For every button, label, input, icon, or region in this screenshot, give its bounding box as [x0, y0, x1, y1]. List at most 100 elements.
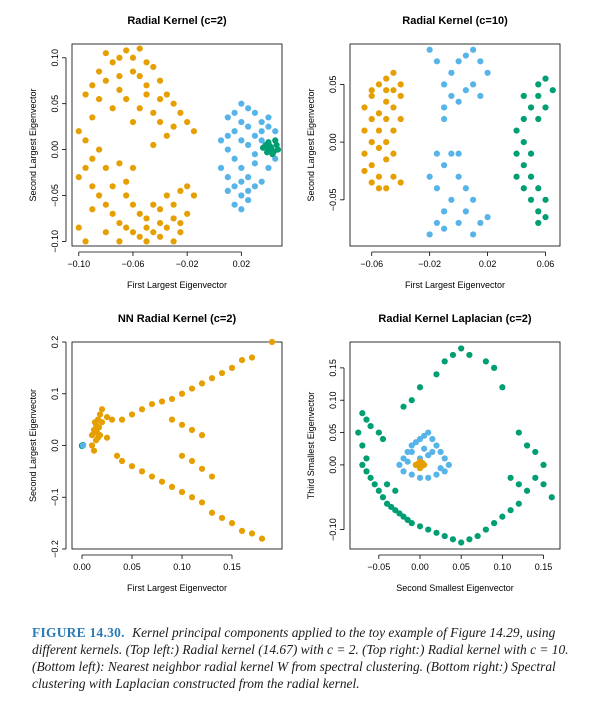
scatter-point-orange: [390, 104, 397, 111]
scatter-point-orange: [156, 77, 164, 84]
scatter-point-green: [540, 481, 547, 488]
x-tick-label: −0.06: [122, 259, 145, 269]
chart-title: Radial Kernel (c=10): [402, 15, 508, 27]
plot-frame: [71, 341, 283, 550]
scatter-point-blue: [251, 183, 259, 190]
scatter-point-orange: [143, 215, 150, 222]
plot-frame: [349, 43, 561, 247]
scatter-point-blue: [433, 185, 440, 192]
scatter-point-orange: [91, 419, 99, 426]
scatter-point-orange: [218, 369, 226, 377]
scatter-point-blue: [224, 132, 231, 139]
scatter-point-orange: [368, 162, 375, 169]
scatter-point-orange: [123, 95, 130, 103]
scatter-point-orange: [390, 173, 397, 180]
scatter-point-orange: [109, 59, 116, 66]
scatter-point-orange: [129, 68, 137, 75]
scatter-point-orange: [361, 167, 368, 175]
scatter-point-blue: [462, 208, 469, 215]
scatter-point-green: [520, 115, 527, 123]
scatter-point-orange: [163, 132, 170, 139]
scatter-point-orange: [177, 219, 184, 227]
scatter-point-orange: [418, 463, 425, 470]
scatter-point-orange: [368, 139, 375, 146]
scatter-point-orange: [188, 385, 196, 392]
scatter-point-blue: [426, 173, 433, 180]
figure: Radial Kernel (c=2) −0.10 −0.06 −0.02 0.02 Fi…: [28, 15, 561, 593]
scatter-point-green: [535, 219, 542, 227]
scatter-point-blue: [441, 208, 448, 215]
scatter-point-orange: [383, 156, 390, 163]
scatter-point-orange: [82, 91, 89, 98]
scatter-point-orange: [168, 483, 176, 490]
scatter-point-orange: [109, 105, 116, 112]
scatter-point-blue: [462, 52, 469, 59]
scatter-point-orange: [102, 50, 109, 57]
x-tick-label: 0.15: [223, 562, 241, 572]
scatter-point-orange: [156, 95, 164, 103]
scatter-point-orange: [156, 118, 164, 126]
scatter-point-orange: [88, 442, 96, 449]
scatter-point-blue: [265, 164, 272, 172]
y-tick-label: −0.10: [328, 518, 338, 541]
scatter-point-blue: [238, 137, 245, 144]
scatter-point-blue: [400, 468, 407, 475]
scatter-point-green: [520, 185, 527, 192]
scatter-point-green: [458, 345, 465, 352]
scatter-point-orange: [129, 54, 137, 61]
scatter-point-orange: [116, 160, 123, 167]
y-tick-label: 0.10: [328, 391, 338, 409]
scatter-point-orange: [208, 509, 216, 516]
chart-title: Radial Kernel (c=2): [127, 15, 227, 27]
x-axis-label: First Largest Eigenvector: [405, 280, 505, 290]
scatter-point-blue: [455, 219, 462, 227]
scatter-point-blue: [231, 109, 238, 116]
scatter-point-orange: [178, 488, 186, 496]
scatter-point-green: [371, 481, 378, 488]
scatter-point-blue: [448, 92, 455, 100]
plot-frame: [349, 341, 561, 550]
scatter-point-blue: [426, 46, 433, 53]
scatter-point-orange: [129, 118, 137, 126]
scatter-point-orange: [103, 413, 111, 421]
scatter-point-blue: [272, 155, 279, 162]
scatter-point-green: [383, 481, 391, 488]
scatter-point-green: [523, 487, 531, 494]
scatter-point-orange: [383, 75, 390, 82]
x-tick-label: 0.00: [411, 562, 429, 572]
scatter-point-orange: [198, 432, 206, 439]
y-axis-label: Second Largest Eigenvector: [306, 88, 316, 201]
scatter-point-orange: [82, 164, 89, 172]
scatter-point-orange: [188, 494, 196, 501]
scatter-point-blue: [445, 461, 452, 469]
scatter-point-green: [535, 81, 542, 88]
scatter-point-orange: [190, 128, 198, 135]
scatter-point-orange: [89, 155, 96, 162]
chart-panel-4: Radial Kernel Laplacian (c=2) −0.05 0.00 0.…: [306, 313, 561, 593]
y-tick-label: −0.05: [328, 188, 338, 211]
scatter-point-green: [274, 146, 282, 153]
scatter-point-orange: [178, 452, 186, 459]
scatter-point-orange: [116, 54, 123, 61]
x-tick-label: −0.05: [367, 562, 390, 572]
scatter-point-orange: [178, 421, 186, 428]
scatter-point-orange: [88, 432, 96, 439]
scatter-point-blue: [258, 128, 265, 135]
scatter-point-blue: [441, 115, 448, 123]
scatter-point-blue: [251, 160, 259, 167]
scatter-point-orange: [158, 398, 166, 405]
scatter-point-orange: [102, 229, 109, 236]
scatter-point-orange: [143, 238, 150, 245]
y-tick-label: 0.0: [50, 439, 60, 452]
y-tick-label: 0.00: [328, 133, 338, 151]
scatter-point-green: [441, 358, 448, 365]
scatter-point-orange: [170, 201, 177, 208]
scatter-point-orange: [116, 219, 123, 227]
scatter-point-blue: [245, 187, 252, 195]
scatter-point-blue: [433, 471, 440, 478]
y-tick-label: 0.05: [328, 424, 338, 442]
scatter-point-orange: [102, 201, 109, 208]
scatter-point-green: [363, 468, 370, 475]
scatter-point-green: [499, 384, 506, 391]
scatter-point-orange: [163, 224, 170, 231]
